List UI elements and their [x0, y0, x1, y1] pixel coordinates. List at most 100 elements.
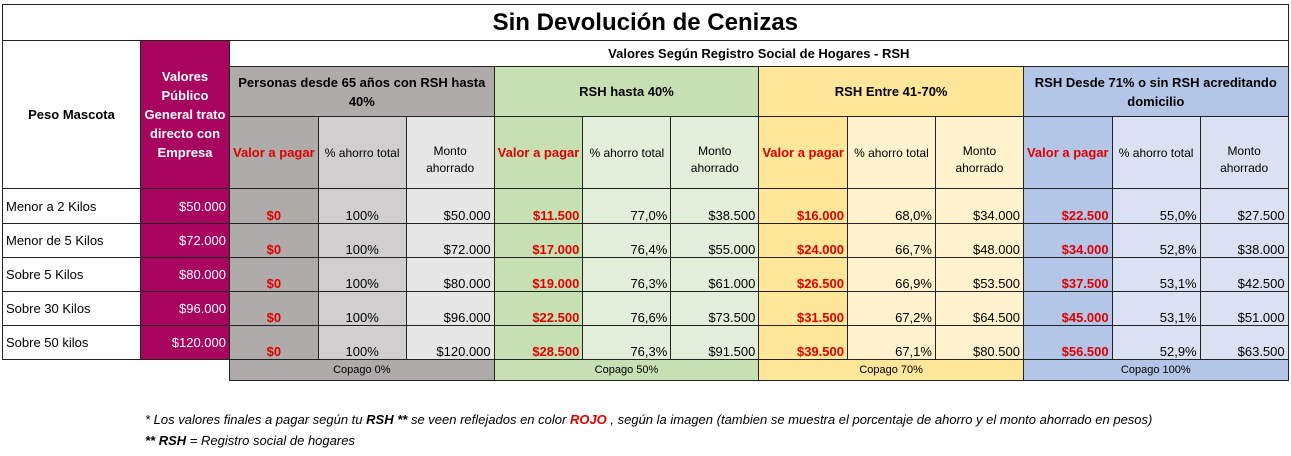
cell-40-ahorro-total: 76,6%: [582, 291, 672, 326]
cell-40-monto-ahorrado: $61.000: [670, 257, 760, 292]
sub-header-41-70-ahorro-total: % ahorro total: [846, 116, 936, 189]
cell-71-valor-a-pagar: $34.000: [1022, 223, 1113, 258]
cell-71-valor-a-pagar: $37.500: [1022, 257, 1113, 292]
footnote-2-text: = Registro social de hogares: [186, 433, 355, 448]
copago-41-70: Copago 70%: [758, 359, 1024, 381]
sub-header-41-70-valor-a-pagar: Valor a pagar: [758, 116, 848, 189]
cell-40-ahorro-total: 76,4%: [582, 223, 672, 258]
cell-65-valor-a-pagar: $0: [229, 325, 319, 360]
copago-40: Copago 50%: [493, 359, 760, 381]
sub-header-71-ahorro-total: % ahorro total: [1111, 116, 1201, 189]
cell-65-ahorro-total: 100%: [317, 223, 407, 258]
peso-cell: Sobre 30 Kilos: [2, 291, 141, 326]
copago-71: Copago 100%: [1022, 359, 1289, 381]
cell-65-valor-a-pagar: $0: [229, 257, 319, 292]
sub-header-row: Valor a pagar% ahorro total Monto ahorrad…: [3, 116, 1289, 189]
peso-cell: Menor a 2 Kilos: [2, 188, 141, 224]
cell-40-valor-a-pagar: $11.500: [493, 188, 584, 224]
group-header-40: RSH hasta 40%: [493, 66, 760, 117]
cell-41-70-valor-a-pagar: $26.500: [758, 257, 848, 292]
cell-71-ahorro-total: 55,0%: [1111, 188, 1201, 224]
cell-71-monto-ahorrado: $27.500: [1199, 188, 1289, 224]
cell-40-monto-ahorrado: $91.500: [670, 325, 760, 360]
table-row: Sobre 50 kilos $120.000 $0 100% $120.000 $28.…: [2, 325, 1289, 360]
cell-41-70-valor-a-pagar: $16.000: [758, 188, 848, 224]
peso-header: Peso Mascota: [2, 40, 141, 189]
group-header-71: RSH Desde 71% o sin RSH acreditando domi…: [1022, 66, 1289, 117]
cell-41-70-valor-a-pagar: $39.500: [758, 325, 848, 360]
cell-65-ahorro-total: 100%: [317, 257, 407, 292]
price-table-container: Sin Devolución de Cenizas Peso Mascota V…: [2, 4, 1289, 381]
cell-71-ahorro-total: 52,8%: [1111, 223, 1201, 258]
peso-cell: Menor de 5 Kilos: [2, 223, 141, 258]
footnote-1: * Los valores finales a pagar según tu R…: [145, 409, 1152, 430]
cell-65-monto-ahorrado: $80.000: [405, 257, 495, 292]
footnote-2: ** RSH = Registro social de hogares: [145, 430, 1152, 451]
cell-41-70-ahorro-total: 66,7%: [846, 223, 936, 258]
cell-40-valor-a-pagar: $19.000: [493, 257, 584, 292]
publico-price-cell: $72.000: [140, 223, 230, 258]
footnote-2-stars: **: [145, 433, 159, 448]
cell-71-ahorro-total: 53,1%: [1111, 257, 1201, 292]
cell-41-70-ahorro-total: 67,2%: [846, 291, 936, 326]
copago-65: Copago 0%: [229, 359, 495, 381]
rsh-group-header: Valores Según Registro Social de Hogares…: [229, 40, 1289, 67]
cell-65-monto-ahorrado: $96.000: [405, 291, 495, 326]
page-title: Sin Devolución de Cenizas: [2, 4, 1289, 41]
publico-price-cell: $120.000: [140, 325, 230, 360]
cell-65-ahorro-total: 100%: [317, 291, 407, 326]
sub-header-40-valor-a-pagar: Valor a pagar: [493, 116, 584, 189]
table-body: Menor a 2 Kilos $50.000 $0 100% $50.000 $11.5…: [2, 188, 1289, 360]
cell-65-monto-ahorrado: $120.000: [405, 325, 495, 360]
cell-71-monto-ahorrado: $38.000: [1199, 223, 1289, 258]
cell-71-ahorro-total: 52,9%: [1111, 325, 1201, 360]
peso-cell: Sobre 50 kilos: [2, 325, 141, 360]
cell-71-monto-ahorrado: $63.500: [1199, 325, 1289, 360]
publico-price-cell: $50.000: [140, 188, 230, 224]
price-table: Sin Devolución de Cenizas Peso Mascota V…: [2, 4, 1289, 381]
cell-41-70-monto-ahorrado: $80.500: [934, 325, 1024, 360]
cell-65-monto-ahorrado: $72.000: [405, 223, 495, 258]
peso-cell: Sobre 5 Kilos: [2, 257, 141, 292]
sub-header-65-monto-ahorrado: Monto ahorrado: [405, 116, 495, 189]
publico-price-cell: $96.000: [140, 291, 230, 326]
table-row: Menor a 2 Kilos $50.000 $0 100% $50.000 $11.5…: [2, 188, 1289, 224]
cell-41-70-monto-ahorrado: $48.000: [934, 223, 1024, 258]
footnote-1-text-c: , según la imagen (tambien se muestra el…: [606, 412, 1153, 427]
table-row: Menor de 5 Kilos $72.000 $0 100% $72.000 $17.…: [2, 223, 1289, 258]
table-row: Sobre 30 Kilos $96.000 $0 100% $96.000 $22.50…: [2, 291, 1289, 326]
footnote-1-text-b: se veen reflejados en color: [407, 412, 570, 427]
sub-header-40-ahorro-total: % ahorro total: [582, 116, 672, 189]
group-header-41-70: RSH Entre 41-70%: [758, 66, 1024, 117]
cell-41-70-monto-ahorrado: $53.500: [934, 257, 1024, 292]
cell-40-ahorro-total: 77,0%: [582, 188, 672, 224]
cell-71-monto-ahorrado: $42.500: [1199, 257, 1289, 292]
cell-71-valor-a-pagar: $56.500: [1022, 325, 1113, 360]
cell-41-70-valor-a-pagar: $24.000: [758, 223, 848, 258]
sub-header-71-monto-ahorrado: Monto ahorrado: [1199, 116, 1289, 189]
cell-40-ahorro-total: 76,3%: [582, 257, 672, 292]
cell-65-ahorro-total: 100%: [317, 188, 407, 224]
footnote-1-rojo: ROJO: [569, 412, 607, 427]
table-row: Sobre 5 Kilos $80.000 $0 100% $80.000 $19.000…: [2, 257, 1289, 292]
cell-40-valor-a-pagar: $28.500: [493, 325, 584, 360]
copago-spacer: [3, 360, 230, 381]
cell-71-ahorro-total: 53,1%: [1111, 291, 1201, 326]
cell-65-valor-a-pagar: $0: [229, 291, 319, 326]
cell-40-monto-ahorrado: $55.000: [670, 223, 760, 258]
sub-header-65-ahorro-total: % ahorro total: [317, 116, 407, 189]
cell-65-valor-a-pagar: $0: [229, 188, 319, 224]
sub-header-40-monto-ahorrado: Monto ahorrado: [670, 116, 760, 189]
sub-header-65-valor-a-pagar: Valor a pagar: [229, 116, 319, 189]
cell-71-valor-a-pagar: $22.500: [1022, 188, 1113, 224]
cell-40-valor-a-pagar: $22.500: [493, 291, 584, 326]
cell-40-monto-ahorrado: $38.500: [670, 188, 760, 224]
cell-41-70-ahorro-total: 67,1%: [846, 325, 936, 360]
sub-header-71-valor-a-pagar: Valor a pagar: [1022, 116, 1113, 189]
cell-41-70-monto-ahorrado: $34.000: [934, 188, 1024, 224]
cell-40-valor-a-pagar: $17.000: [493, 223, 584, 258]
footnote-1-rsh: RSH **: [366, 412, 408, 427]
cell-71-valor-a-pagar: $45.000: [1022, 291, 1113, 326]
footnote-2-rsh: RSH: [158, 433, 187, 448]
footnotes: * Los valores finales a pagar según tu R…: [145, 409, 1152, 451]
